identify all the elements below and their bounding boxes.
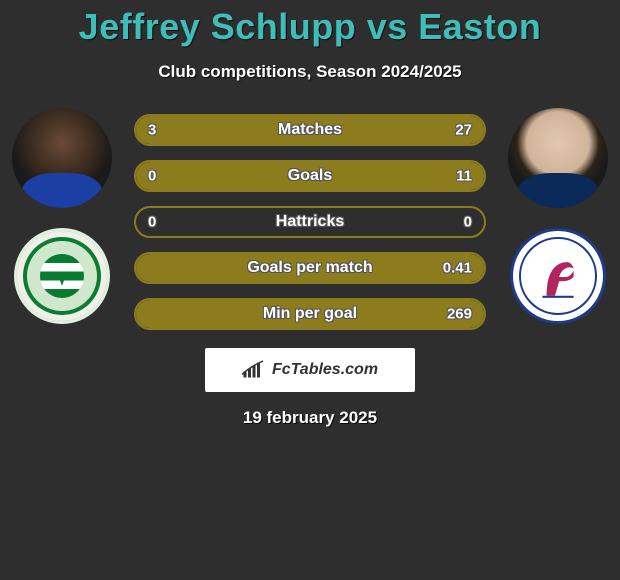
stats-area: 3 Matches 27 0 Goals 11 0 Hattricks 0 Goals per m… [0,108,620,330]
branding-text: FcTables.com [272,361,378,379]
stat-bar: 0 Hattricks 0 [134,206,486,238]
stat-bar: 3 Matches 27 [134,114,486,146]
stat-value-left: 0 [148,214,156,231]
stat-label: Matches [278,121,342,139]
club-badge-right [510,228,606,324]
stat-value-right: 27 [455,122,472,139]
fctables-logo-icon [242,360,266,380]
stat-bars: 3 Matches 27 0 Goals 11 0 Hattricks 0 Goals per m… [112,114,508,330]
comparison-card: Jeffrey Schlupp vs Easton Club competiti… [0,0,620,428]
club-badge-left [14,228,110,324]
stat-bar: 0 Goals 11 [134,160,486,192]
stat-label: Goals [288,167,332,185]
stat-value-left: 3 [148,122,156,139]
player-right-avatar [508,108,608,208]
subtitle: Club competitions, Season 2024/2025 [0,62,620,82]
raith-crest-icon [532,250,584,302]
stat-value-right: 11 [456,168,472,185]
stat-bar: Goals per match 0.41 [134,252,486,284]
date-text: 19 february 2025 [0,408,620,428]
left-player-column [12,108,112,324]
page-title: Jeffrey Schlupp vs Easton [0,6,620,48]
stat-label: Min per goal [263,305,357,323]
branding-badge[interactable]: FcTables.com [205,348,415,392]
stat-value-right: 0.41 [443,260,472,277]
stat-value-right: 0 [464,214,472,231]
celtic-crest-icon [40,254,84,298]
player-left-avatar [12,108,112,208]
stat-bar: Min per goal 269 [134,298,486,330]
stat-value-right: 269 [447,306,472,323]
stat-label: Hattricks [276,213,344,231]
right-player-column [508,108,608,324]
stat-value-left: 0 [148,168,156,185]
stat-label: Goals per match [247,259,372,277]
